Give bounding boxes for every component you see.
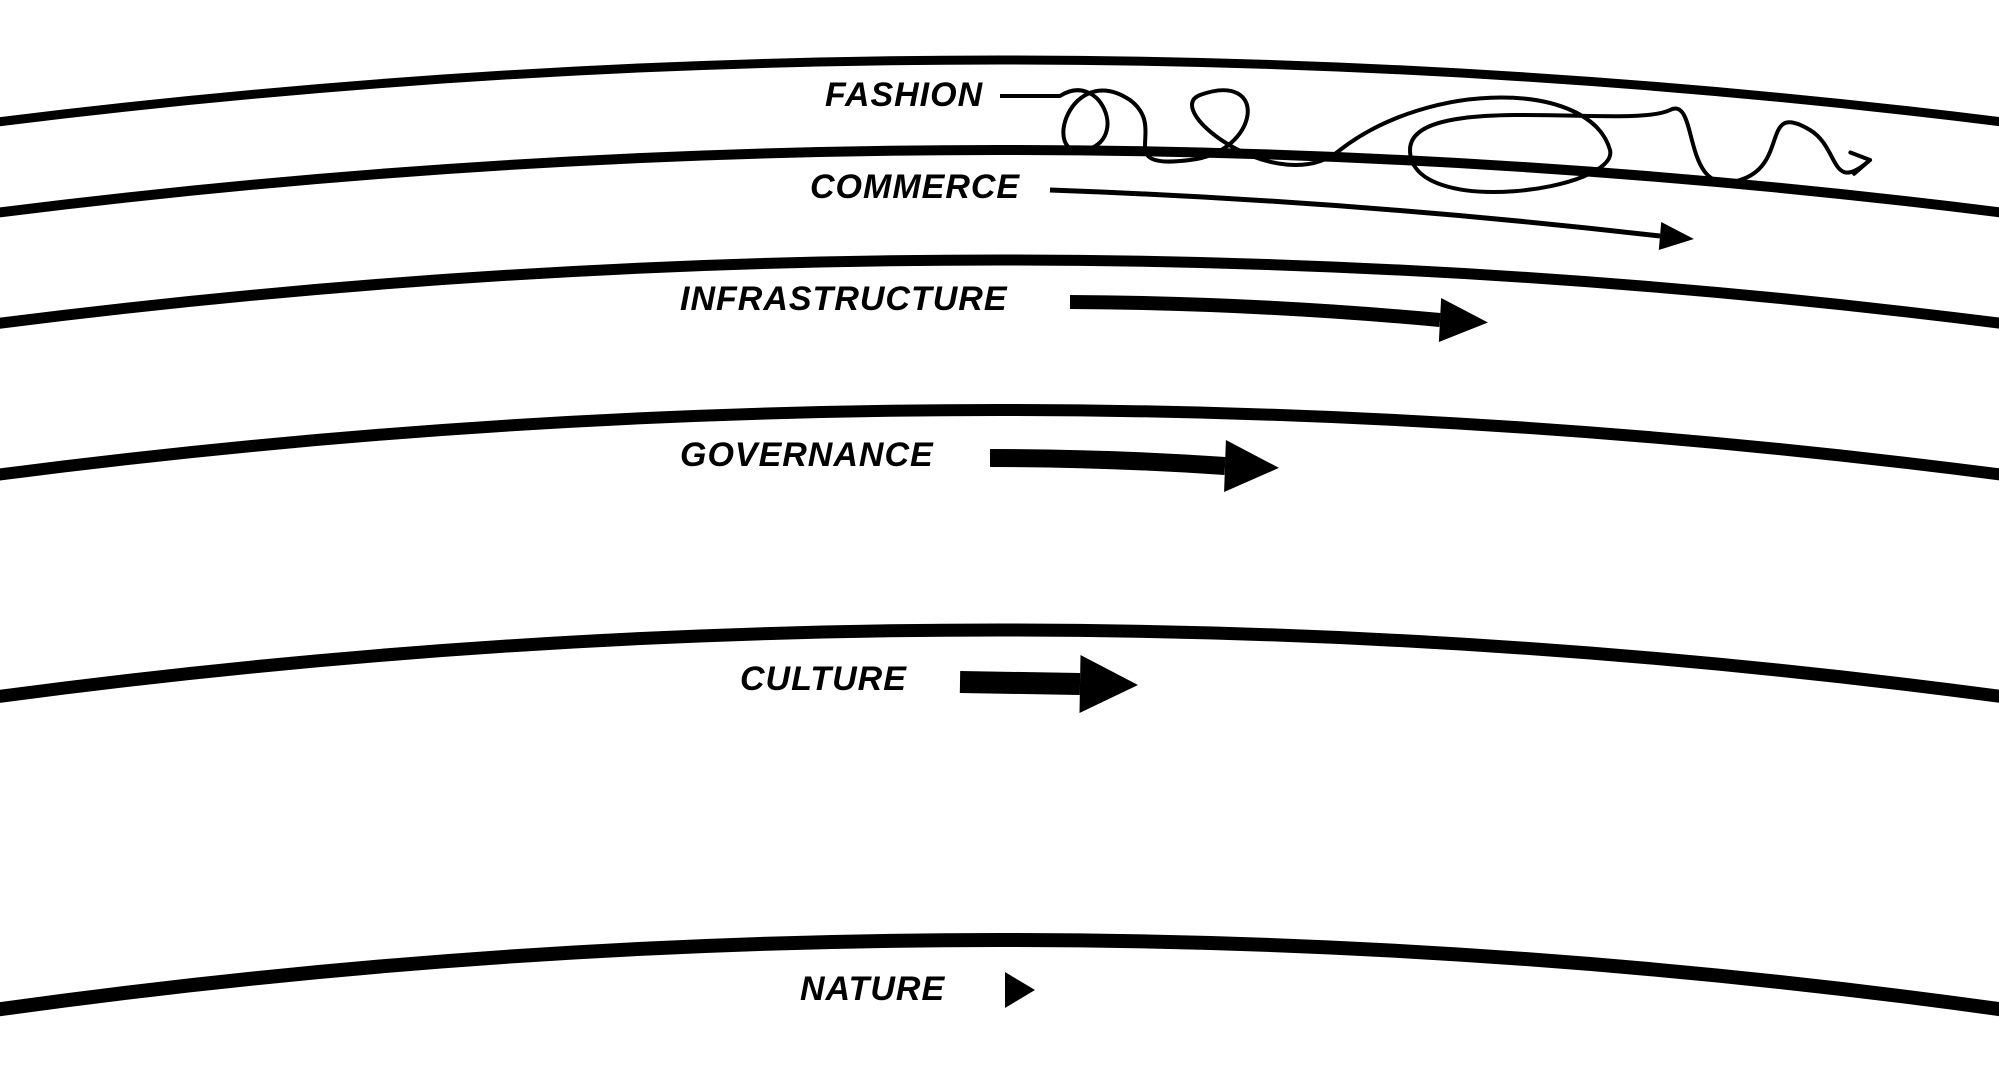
- label-infrastructure: INFRASTRUCTURE: [680, 280, 1008, 318]
- label-nature: NATURE: [800, 970, 945, 1008]
- arrow-shaft-commerce: [1050, 190, 1660, 236]
- arrow-shaft-culture: [960, 682, 1080, 684]
- arrowhead-infrastructure: [1439, 298, 1488, 342]
- arrowhead-governance: [1224, 440, 1279, 492]
- label-culture: CULTURE: [740, 660, 907, 698]
- arrowhead-nature: [1005, 972, 1035, 1008]
- arc-fashion: [0, 60, 1999, 129]
- label-governance: GOVERNANCE: [680, 436, 934, 474]
- squiggle-fashion: [1010, 90, 1870, 192]
- label-commerce: COMMERCE: [810, 168, 1020, 206]
- pace-layers-diagram: FASHION COMMERCE INFRASTRUCTURE GOVERNANCE C…: [0, 0, 1999, 1091]
- arrowhead-commerce: [1659, 222, 1694, 250]
- arc-nature: [0, 940, 1999, 1018]
- arc-governance: [0, 410, 1999, 482]
- arrow-shaft-infrastructure: [1070, 302, 1440, 320]
- arrow-shaft-governance: [990, 458, 1225, 466]
- label-fashion: FASHION: [825, 76, 984, 114]
- arrowhead-culture: [1079, 655, 1137, 713]
